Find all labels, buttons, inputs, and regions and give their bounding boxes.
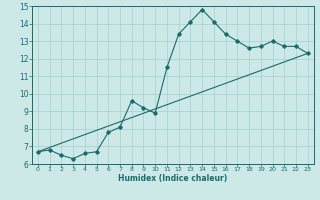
X-axis label: Humidex (Indice chaleur): Humidex (Indice chaleur) xyxy=(118,174,228,183)
